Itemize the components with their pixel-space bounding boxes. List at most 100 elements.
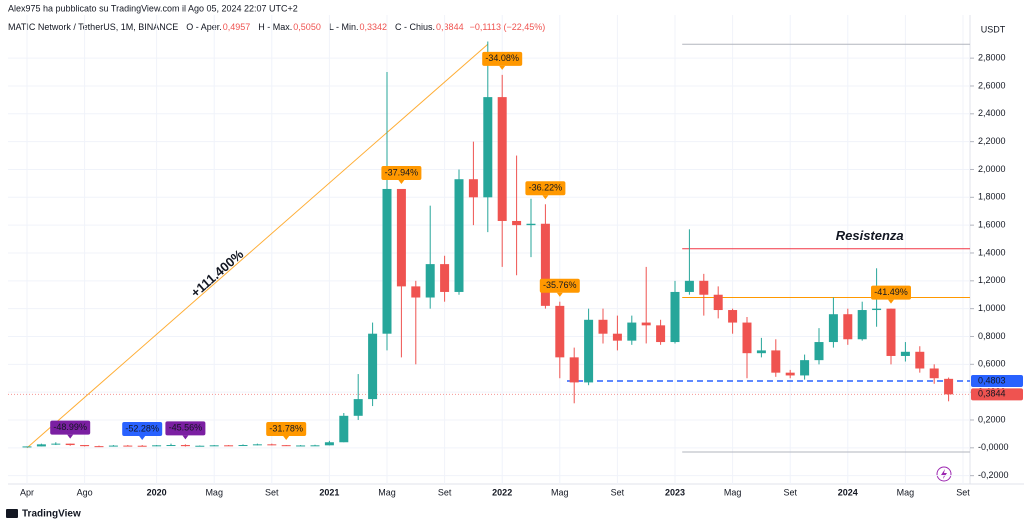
annotation-box [539,278,580,293]
ohlc-label: H - Max. [258,22,292,32]
x-tick-label: 2023 [665,487,685,497]
candle-body [569,357,579,383]
candle-body [281,445,291,447]
candle-body [684,280,694,292]
candle-body [137,445,147,447]
y-tick-label: 0,2000 [978,414,1006,424]
candle-body [828,314,838,343]
annotation-pointer [499,65,506,70]
price-tag-label: 0,4803 [978,375,1006,385]
y-tick-label: 1,4000 [978,247,1006,257]
candle-body [756,350,766,354]
candle-body [36,444,46,447]
x-tick-label: 2021 [319,487,339,497]
y-tick-label: 2,8000 [978,53,1006,63]
candle-body [771,350,781,373]
annotation-box [165,421,206,436]
symbol: MATIC Network / TetherUS, 1M, BINANCE [8,22,178,32]
candle-body [886,308,896,356]
y-tick-label: 1,6000 [978,220,1006,230]
candle-body [80,445,90,447]
candle-body [670,291,680,343]
candle-body [468,179,478,198]
candle-body [425,264,435,298]
x-tick-label: 2022 [492,487,512,497]
x-tick-label: 2024 [838,487,858,497]
y-tick-label: 1,0000 [978,303,1006,313]
price-tag [971,388,1023,401]
x-tick-label: Mag [205,487,223,497]
annotation-label: -52.28% [125,423,159,433]
candle-body [152,445,162,447]
annotation-box [482,51,523,66]
x-tick-label: Mag [897,487,915,497]
y-tick-label: 2,4000 [978,108,1006,118]
y-tick-label: 0,6000 [978,359,1006,369]
ohlc-label: O - Aper. [186,22,222,32]
x-tick-label: Mag [724,487,742,497]
candle-body [123,445,133,447]
y-tick-label: -0,2000 [978,470,1009,480]
annotation-label: -37.94% [385,167,419,177]
candle-body [252,444,262,446]
candle-body [900,351,910,356]
candle-body [742,322,752,354]
candle-body [224,445,234,447]
candle-body [324,442,334,446]
ohlc-value: 0,5050 [293,22,321,32]
annotation-label: -36.22% [529,183,563,193]
price-tag [971,374,1023,387]
y-tick-label: 2,2000 [978,136,1006,146]
y-tick-label: 1,8000 [978,192,1006,202]
annotation-pointer [182,435,189,440]
annotation-box [381,165,422,180]
candle-body [713,294,723,311]
candle-body [51,443,61,445]
candle-body [728,310,738,323]
y-tick-label: -0,0000 [978,442,1009,452]
brand-logo [6,509,18,518]
x-tick-label: Mag [378,487,396,497]
candle-body [944,378,954,395]
annotation-label: -35.76% [543,280,577,290]
candle-body [814,342,824,361]
candle-body [612,333,622,341]
annotation-label: -48.99% [53,422,87,432]
line-label: Resistenza [836,228,904,243]
ohlc-value: 0,3844 [436,22,464,32]
y-tick-label: 1,2000 [978,275,1006,285]
candle-body [22,446,32,448]
candle-body [440,264,450,292]
alert-icon[interactable] [936,466,952,482]
candle-body [483,97,493,198]
x-tick-label: Ago [77,487,93,497]
annotation-pointer [67,434,74,439]
annotation-box [122,422,163,437]
candle-body [339,415,349,443]
candle-body [627,322,637,341]
candle-body [368,333,378,400]
candle-body [584,319,594,383]
candle-body [843,314,853,340]
x-tick-label: 2020 [147,487,167,497]
y-tick-label: 2,0000 [978,164,1006,174]
price-tag-label: 0,3844 [978,389,1006,399]
candle-body [382,188,392,334]
candle-body [310,445,320,447]
x-tick-label: Set [438,487,452,497]
annotation-pointer [542,195,549,200]
candle-body [699,280,709,295]
y-tick-label: 0,8000 [978,331,1006,341]
annotation-box [871,285,911,300]
candle-body [857,310,867,340]
annotation-label: -41.49% [874,287,908,297]
candle-body [497,97,507,221]
trend-line [26,43,489,449]
candle-body [929,368,939,379]
candle-body [555,305,565,358]
ohlc-label: L - Min. [329,22,359,32]
candle-body [296,445,306,447]
candle-body [656,325,666,343]
annotation-pointer [139,436,146,441]
